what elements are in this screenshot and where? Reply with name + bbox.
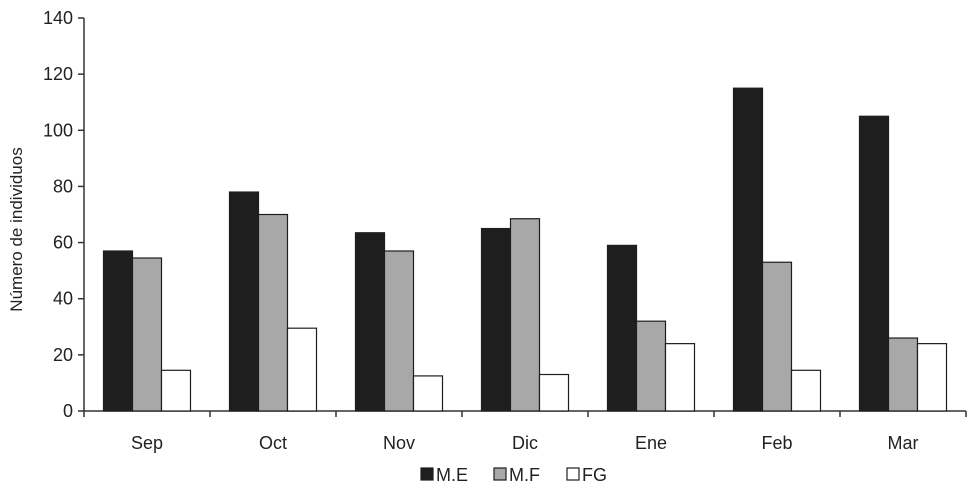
bar-fg-oct <box>286 327 318 412</box>
x-tick-label: Nov <box>383 433 415 453</box>
x-tick-label: Sep <box>131 433 163 453</box>
bar-fg-ene <box>664 343 696 412</box>
legend-label: FG <box>582 465 607 485</box>
bar-fg-feb <box>790 369 822 412</box>
bar-me-dic <box>480 227 512 412</box>
legend-swatch <box>566 467 580 481</box>
x-tick-label: Dic <box>512 433 538 453</box>
y-tick-label: 60 <box>53 233 73 253</box>
bar-me-mar <box>858 115 890 412</box>
legend: M.E M.F FG <box>420 465 607 485</box>
bar-me-ene <box>606 244 638 412</box>
bar-fg-sep <box>160 369 192 412</box>
bar-me-nov <box>354 232 386 412</box>
bar-fg-nov <box>412 375 444 412</box>
y-tick-label: 20 <box>53 345 73 365</box>
bar-mf-feb <box>761 261 793 412</box>
bar-mf-dic <box>509 218 541 412</box>
y-tick-label: 140 <box>43 8 73 28</box>
bar-me-sep <box>102 250 134 412</box>
y-tick-label: 0 <box>63 401 73 421</box>
y-tick-label: 40 <box>53 289 73 309</box>
legend-swatch <box>420 467 434 481</box>
x-tick-label: Ene <box>635 433 667 453</box>
bar-me-oct <box>228 191 260 412</box>
legend-label: M.F <box>509 465 540 485</box>
legend-label: M.E <box>436 465 468 485</box>
y-axis: 0 20 40 60 80 100 120 140 <box>43 8 85 421</box>
x-tick-label: Oct <box>259 433 287 453</box>
bar-mf-nov <box>383 250 415 412</box>
y-tick-label: 100 <box>43 120 73 140</box>
x-tick-label: Mar <box>888 433 919 453</box>
y-axis-label: Número de individuos <box>7 147 26 311</box>
legend-swatch <box>493 467 507 481</box>
bar-mf-sep <box>131 257 163 412</box>
x-tick-label: Feb <box>761 433 792 453</box>
bar-fg-mar <box>916 343 948 412</box>
bar-me-feb <box>732 87 764 412</box>
bar-mf-mar <box>887 337 919 412</box>
bars <box>102 87 948 412</box>
bar-mf-oct <box>257 213 289 412</box>
bar-mf-ene <box>635 320 667 412</box>
x-axis: Sep Oct Nov Dic Ene Feb Mar <box>83 410 967 453</box>
y-tick-label: 120 <box>43 64 73 84</box>
y-tick-label: 80 <box>53 176 73 196</box>
bar-fg-dic <box>538 373 570 412</box>
